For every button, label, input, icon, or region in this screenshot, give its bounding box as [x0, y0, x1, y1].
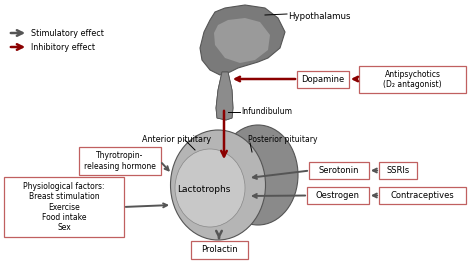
Text: Hypothalamus: Hypothalamus — [288, 12, 350, 21]
FancyBboxPatch shape — [379, 162, 417, 179]
FancyBboxPatch shape — [297, 71, 349, 88]
Text: Inhibitory effect: Inhibitory effect — [31, 43, 95, 52]
Text: Serotonin: Serotonin — [319, 166, 359, 175]
FancyBboxPatch shape — [307, 187, 369, 204]
Text: Antipsychotics
(D₂ antagonist): Antipsychotics (D₂ antagonist) — [383, 70, 442, 89]
Text: Anterior pituitary: Anterior pituitary — [142, 135, 211, 144]
FancyBboxPatch shape — [379, 187, 466, 204]
Text: Infundibulum: Infundibulum — [241, 108, 292, 117]
Text: Thyrotropin-
releasing hormone: Thyrotropin- releasing hormone — [84, 151, 156, 171]
Text: Prolactin: Prolactin — [201, 245, 238, 255]
Text: Oestrogen: Oestrogen — [316, 191, 360, 200]
Ellipse shape — [171, 130, 265, 240]
Ellipse shape — [218, 125, 298, 225]
Polygon shape — [216, 72, 233, 120]
FancyBboxPatch shape — [359, 66, 466, 93]
Text: Physiological factors:
Breast stimulation
Exercise
Food intake
Sex: Physiological factors: Breast stimulatio… — [23, 182, 105, 232]
Text: Dopamine: Dopamine — [301, 75, 345, 84]
Text: Lactotrophs: Lactotrophs — [177, 185, 231, 195]
Text: Contraceptives: Contraceptives — [391, 191, 455, 200]
Text: Posterior pituitary: Posterior pituitary — [248, 135, 318, 144]
Polygon shape — [216, 72, 233, 120]
FancyBboxPatch shape — [191, 241, 248, 259]
Polygon shape — [214, 18, 270, 63]
FancyBboxPatch shape — [309, 162, 369, 179]
Ellipse shape — [175, 149, 245, 227]
Text: Stimulatory effect: Stimulatory effect — [31, 28, 104, 38]
Polygon shape — [200, 5, 285, 75]
Text: SSRIs: SSRIs — [386, 166, 410, 175]
FancyBboxPatch shape — [79, 147, 161, 175]
FancyBboxPatch shape — [4, 177, 124, 237]
Ellipse shape — [221, 150, 259, 205]
